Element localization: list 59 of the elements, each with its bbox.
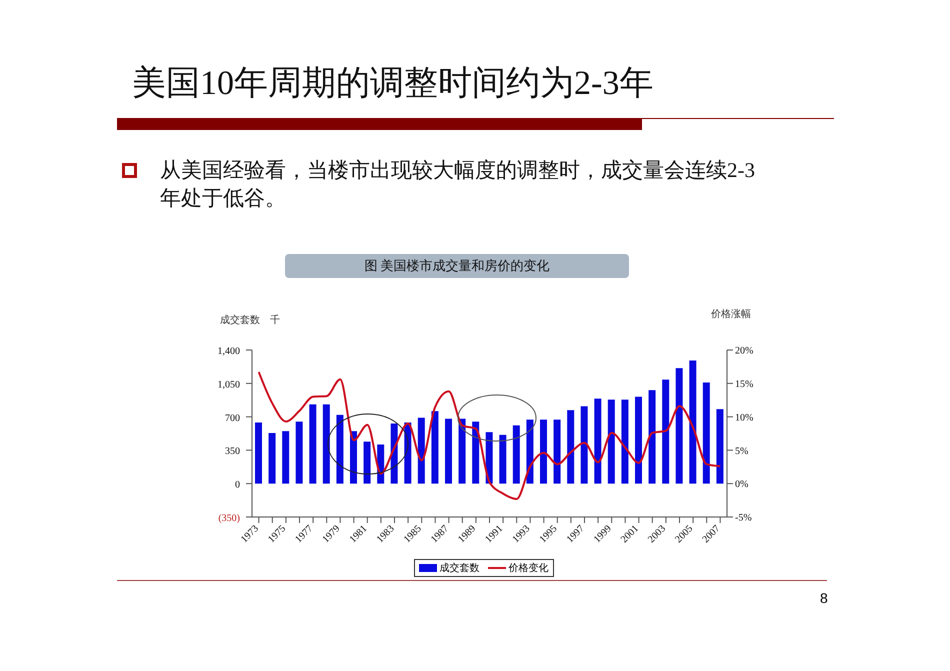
bar xyxy=(567,410,574,484)
y-tick-label: (350) xyxy=(218,513,240,524)
bar xyxy=(580,406,588,484)
y2-tick-label: 15% xyxy=(735,378,754,390)
x-tick-label: 1979 xyxy=(320,523,342,546)
bar xyxy=(621,400,628,484)
bar xyxy=(431,411,438,484)
bar xyxy=(364,442,371,484)
y-tick-label: 350 xyxy=(225,446,240,458)
bar xyxy=(540,420,547,484)
bar xyxy=(458,418,466,484)
y2-tick-label: 5% xyxy=(735,446,748,457)
bar xyxy=(322,404,330,484)
bar xyxy=(268,433,276,484)
line-series xyxy=(258,371,722,500)
y-tick-label: 700 xyxy=(225,412,240,424)
bar xyxy=(662,380,670,484)
bar xyxy=(282,431,290,484)
bar xyxy=(390,423,398,484)
bar xyxy=(472,422,480,484)
chart-title: 美国10年周期的调整时间约为2-3年 xyxy=(132,64,654,104)
bar xyxy=(309,404,316,484)
bar xyxy=(676,368,683,484)
x-tick-label: 1989 xyxy=(456,523,478,546)
legend-label: 价格变化 xyxy=(508,562,548,575)
x-tick-label: 1991 xyxy=(483,523,506,546)
y-tick-label: 0 xyxy=(235,480,240,491)
bar xyxy=(594,398,602,484)
bar xyxy=(499,434,506,484)
bar xyxy=(512,425,520,484)
bar xyxy=(689,360,696,484)
x-tick-label: 1983 xyxy=(374,523,397,546)
bar xyxy=(716,409,724,484)
bar xyxy=(350,431,357,484)
x-tick-label: 1981 xyxy=(348,523,370,546)
x-tick-label: 1999 xyxy=(592,523,614,546)
text: 从美国经验看，当楼市出现较大幅度的调整时，成交量会连续2-3年处于低谷。 xyxy=(160,157,756,212)
bar xyxy=(296,422,303,484)
bar xyxy=(418,418,425,484)
chart-subtitle: 图 美国楼市成交量和房价的变化 xyxy=(285,254,629,278)
y2-tick-label: -5% xyxy=(735,512,752,524)
bar xyxy=(526,420,534,484)
y2-tick-label: 20% xyxy=(735,346,754,357)
bar xyxy=(648,390,656,484)
bar xyxy=(255,422,262,484)
bar xyxy=(445,418,452,484)
bar xyxy=(702,382,710,484)
y-axis-title: 成交套数 千 xyxy=(220,314,280,327)
y-tick-label: 1,400 xyxy=(218,346,240,357)
bar xyxy=(554,420,561,484)
y-tick-label: 1,050 xyxy=(218,379,240,390)
bar xyxy=(635,396,642,484)
y2-axis-title: 价格涨幅 xyxy=(711,308,751,321)
y2-tick-label: 10% xyxy=(735,412,754,424)
legend-label: 成交套数 xyxy=(438,562,480,575)
y2-tick-label: 0% xyxy=(735,479,748,490)
bar xyxy=(336,414,344,484)
text: 8 xyxy=(820,590,828,606)
bar xyxy=(608,400,615,484)
